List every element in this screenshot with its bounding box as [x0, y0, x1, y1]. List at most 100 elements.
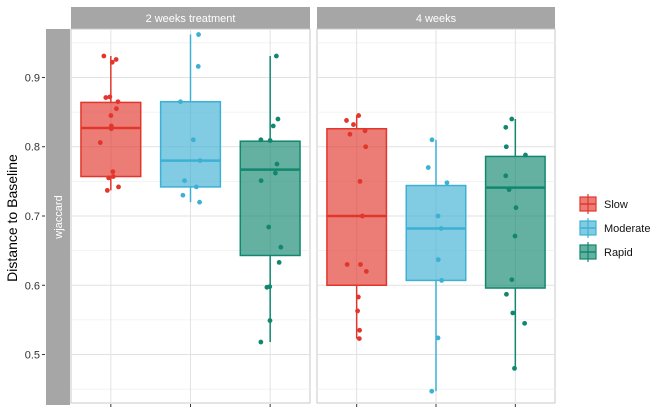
data-point: [109, 59, 115, 65]
y-tick-label: 0.9: [25, 72, 40, 84]
data-point: [270, 123, 276, 129]
legend-label: Rapid: [604, 247, 633, 259]
data-point: [357, 178, 363, 184]
data-point: [267, 318, 273, 323]
data-point: [503, 144, 509, 150]
data-point: [103, 95, 109, 100]
data-point: [506, 187, 512, 193]
legend-label: Slow: [604, 199, 628, 211]
y-axis-ticks: 0.5 0.6 0.7 0.8 0.9: [25, 72, 45, 362]
data-point: [104, 187, 110, 193]
data-point: [101, 53, 107, 59]
data-point: [197, 158, 203, 163]
panel-strip: [317, 7, 555, 29]
data-point: [355, 308, 360, 314]
y-tick-label: 0.8: [25, 142, 40, 154]
y-tick-label: 0.6: [25, 280, 40, 292]
box-iqr: [159, 100, 222, 188]
data-point: [180, 192, 186, 198]
data-point: [513, 205, 519, 211]
box-iqr: [484, 155, 546, 289]
data-point: [522, 320, 528, 326]
row-strip-label: wjaccard: [53, 195, 65, 239]
panel-2: 4 weeks: [316, 7, 556, 407]
legend-item-rapid: Rapid: [579, 242, 633, 262]
data-point: [274, 161, 280, 167]
data-point: [273, 53, 279, 59]
data-point: [509, 116, 515, 122]
data-point: [258, 137, 264, 143]
data-point: [258, 339, 264, 345]
box-moderate: [159, 32, 222, 205]
data-point: [355, 294, 361, 300]
data-point: [113, 106, 119, 112]
data-point: [362, 128, 368, 134]
data-point: [182, 178, 187, 184]
data-point: [512, 233, 518, 239]
data-point: [363, 144, 369, 150]
box-slow: [326, 113, 388, 341]
data-point: [110, 169, 116, 175]
legend-label: Moderate: [604, 223, 650, 235]
data-point: [276, 260, 282, 265]
data-point: [359, 213, 365, 219]
data-point: [275, 116, 281, 122]
data-point: [267, 138, 273, 143]
data-point: [425, 165, 431, 170]
data-point: [258, 178, 264, 184]
panel-title: 2 weeks treatment: [146, 13, 236, 25]
data-point: [344, 262, 350, 267]
data-point: [503, 124, 509, 130]
data-point: [435, 257, 441, 263]
data-point: [429, 388, 435, 394]
data-point: [356, 336, 362, 341]
box-slow: [80, 53, 142, 193]
legend: Slow Moderate Rapid: [579, 194, 650, 262]
data-point: [523, 152, 528, 158]
row-strip: wjaccard: [46, 29, 70, 405]
data-point: [193, 184, 199, 190]
box-iqr: [326, 127, 388, 287]
data-point: [116, 184, 121, 190]
data-point: [196, 32, 201, 37]
y-tick-label: 0.5: [25, 350, 40, 362]
data-point: [438, 226, 444, 231]
row-strip-background: [46, 29, 70, 405]
data-point: [108, 126, 114, 132]
y-tick-label: 0.7: [25, 211, 40, 223]
data-point: [358, 262, 363, 267]
data-point: [278, 244, 284, 250]
data-point: [97, 140, 103, 145]
box-iqr: [239, 140, 301, 257]
panel-strip: [71, 7, 310, 29]
data-point: [356, 113, 362, 118]
legend-item-slow: Slow: [579, 194, 628, 214]
data-point: [344, 118, 349, 123]
data-point: [178, 99, 183, 105]
data-point: [435, 213, 441, 219]
data-point: [351, 122, 356, 127]
data-point: [363, 269, 369, 274]
data-point: [512, 365, 517, 371]
data-point: [439, 278, 445, 283]
data-point: [106, 175, 112, 181]
data-point: [347, 131, 353, 137]
data-point: [197, 199, 202, 205]
box-iqr: [405, 184, 467, 282]
data-point: [429, 137, 435, 143]
data-point: [435, 335, 441, 341]
data-point: [264, 284, 270, 290]
data-point: [503, 173, 509, 179]
data-point: [113, 57, 119, 62]
data-point: [504, 291, 509, 297]
data-point: [115, 99, 121, 105]
data-point: [273, 170, 278, 176]
data-point: [110, 174, 116, 179]
panel-title: 4 weeks: [416, 13, 457, 25]
data-point: [509, 277, 515, 283]
data-point: [107, 94, 113, 100]
box-iqr: [80, 101, 142, 178]
box-rapid: [239, 53, 301, 345]
panels: 2 weeks treatment 4 weeks: [70, 7, 556, 407]
